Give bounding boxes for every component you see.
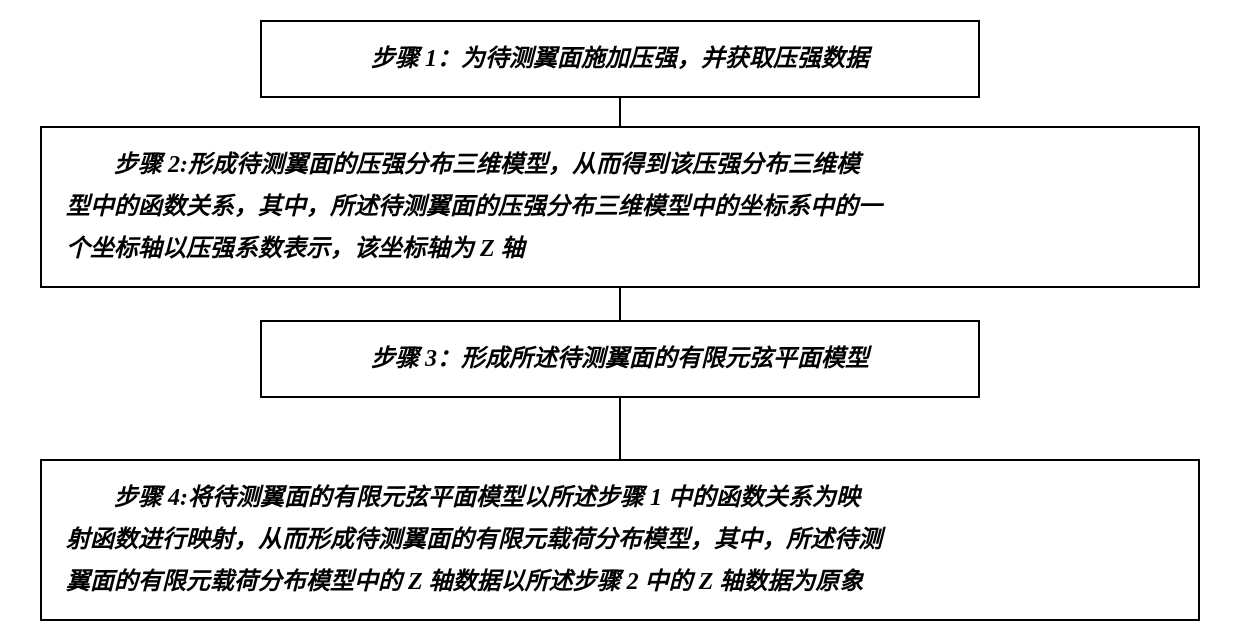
step3-text: 形成所述待测翼面的有限元弦平面模型 xyxy=(461,346,869,372)
step4-line3: 翼面的有限元载荷分布模型中的 Z 轴数据以所述步骤 2 中的 Z 轴数据为原象 xyxy=(66,561,1174,603)
step2-box: 步骤 2:形成待测翼面的压强分布三维模型，从而得到该压强分布三维模 型中的函数关… xyxy=(40,126,1200,288)
step2-label: 步骤 2: xyxy=(114,152,188,178)
connector-2-3 xyxy=(619,288,621,320)
step4-line1: 步骤 4:将待测翼面的有限元弦平面模型以所述步骤 1 中的函数关系为映 xyxy=(66,477,1174,519)
step2-text1: 形成待测翼面的压强分布三维模型，从而得到该压强分布三维模 xyxy=(188,152,860,178)
step4-box: 步骤 4:将待测翼面的有限元弦平面模型以所述步骤 1 中的函数关系为映 射函数进… xyxy=(40,459,1200,621)
step4-label: 步骤 4: xyxy=(114,485,188,511)
step4-line2: 射函数进行映射，从而形成待测翼面的有限元载荷分布模型，其中，所述待测 xyxy=(66,519,1174,561)
step1-text: 为待测翼面施加压强，并获取压强数据 xyxy=(461,46,869,72)
connector-3-4 xyxy=(619,398,621,459)
step2-line1: 步骤 2:形成待测翼面的压强分布三维模型，从而得到该压强分布三维模 xyxy=(66,144,1174,186)
step2-line3: 个坐标轴以压强系数表示，该坐标轴为 Z 轴 xyxy=(66,228,1174,270)
step3-label: 步骤 3： xyxy=(371,346,461,372)
step2-line2: 型中的函数关系，其中，所述待测翼面的压强分布三维模型中的坐标系中的一 xyxy=(66,186,1174,228)
step1-label: 步骤 1： xyxy=(371,46,461,72)
connector-1-2 xyxy=(619,98,621,126)
step3-box: 步骤 3：形成所述待测翼面的有限元弦平面模型 xyxy=(260,320,980,398)
step1-box: 步骤 1：为待测翼面施加压强，并获取压强数据 xyxy=(260,20,980,98)
step4-text1: 将待测翼面的有限元弦平面模型以所述步骤 1 中的函数关系为映 xyxy=(188,485,860,511)
